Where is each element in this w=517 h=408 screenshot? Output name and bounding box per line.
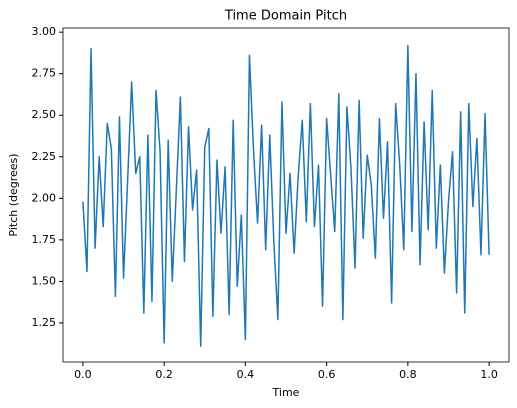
x-tick-label: 1.0 [480, 368, 498, 381]
x-tick-label: 0.2 [155, 368, 173, 381]
y-tick-label: 2.00 [32, 191, 57, 204]
y-tick-label: 2.75 [32, 67, 57, 80]
chart-title: Time Domain Pitch [224, 9, 347, 24]
plot-frame [62, 27, 510, 363]
y-tick-label: 3.00 [32, 25, 57, 38]
y-tick-label: 1.75 [32, 233, 57, 246]
y-tick-label: 1.25 [32, 316, 57, 329]
y-tick-label: 1.50 [32, 274, 57, 287]
y-tick-label: 2.25 [32, 150, 57, 163]
y-axis-label: Pitch (degrees) [7, 153, 20, 236]
line [82, 44, 490, 347]
x-tick-label: 0.4 [237, 368, 255, 381]
x-tick-label: 0.6 [318, 368, 336, 381]
y-tick-label: 2.50 [32, 108, 57, 121]
x-axis-label: Time [272, 386, 300, 399]
x-tick-label: 0.8 [399, 368, 417, 381]
x-tick-label: 0.0 [74, 368, 92, 381]
